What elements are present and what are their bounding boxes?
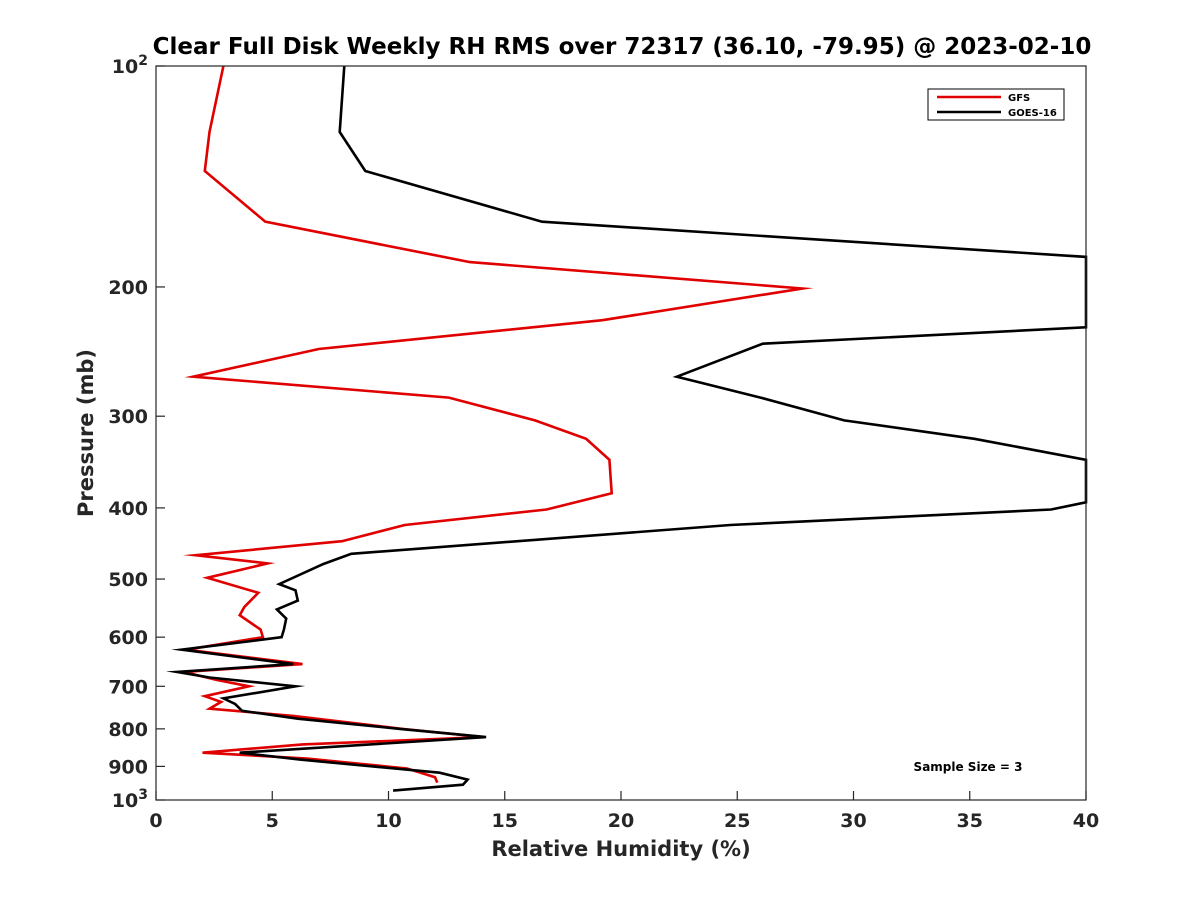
x-tick-label: 0 <box>149 810 162 832</box>
legend: GFS GOES-16 <box>927 88 1065 121</box>
legend-label: GOES-16 <box>1008 108 1057 119</box>
x-tick-label: 10 <box>375 810 401 832</box>
x-tick-label: 5 <box>266 810 279 832</box>
y-tick-label: 300 <box>108 406 148 428</box>
y-tick-exponent: 2 <box>138 53 148 69</box>
legend-box <box>927 88 1065 121</box>
y-tick-label: 800 <box>108 719 148 741</box>
legend-label: GFS <box>1008 93 1030 104</box>
y-tick-exponent: 3 <box>138 787 148 803</box>
series-line-goes-16 <box>165 65 1088 792</box>
x-tick-label: 20 <box>608 810 634 832</box>
y-tick-label: 200 <box>108 277 148 299</box>
sample-size-annotation: Sample Size = 3 <box>914 760 1023 774</box>
x-axis-label: Relative Humidity (%) <box>491 837 750 861</box>
y-tick-label: 500 <box>108 569 148 591</box>
y-axis-label: Pressure (mb) <box>74 349 98 517</box>
y-tick-label: 600 <box>108 627 148 649</box>
series-line-gfs <box>175 65 814 784</box>
x-tick-label: 15 <box>492 810 518 832</box>
y-tick-label: 102 <box>112 53 148 78</box>
y-tick-base: 10 <box>112 790 138 812</box>
y-tick-label: 400 <box>108 498 148 520</box>
y-tick-base: 10 <box>112 56 138 78</box>
x-tick-label: 40 <box>1073 810 1099 832</box>
x-tick-label: 25 <box>724 810 750 832</box>
y-tick-label: 103 <box>112 787 148 812</box>
y-tick-label: 700 <box>108 676 148 698</box>
legend-items: GFS GOES-16 <box>937 93 1057 119</box>
x-tick-label: 35 <box>957 810 983 832</box>
chart-title: Clear Full Disk Weekly RH RMS over 72317… <box>153 34 1092 60</box>
series-layer <box>165 65 1088 792</box>
x-axis: 0 5 10 15 20 25 30 35 40 <box>149 791 1099 832</box>
plot-frame <box>155 65 1087 801</box>
x-tick-label: 30 <box>840 810 866 832</box>
y-tick-label: 900 <box>108 756 148 778</box>
